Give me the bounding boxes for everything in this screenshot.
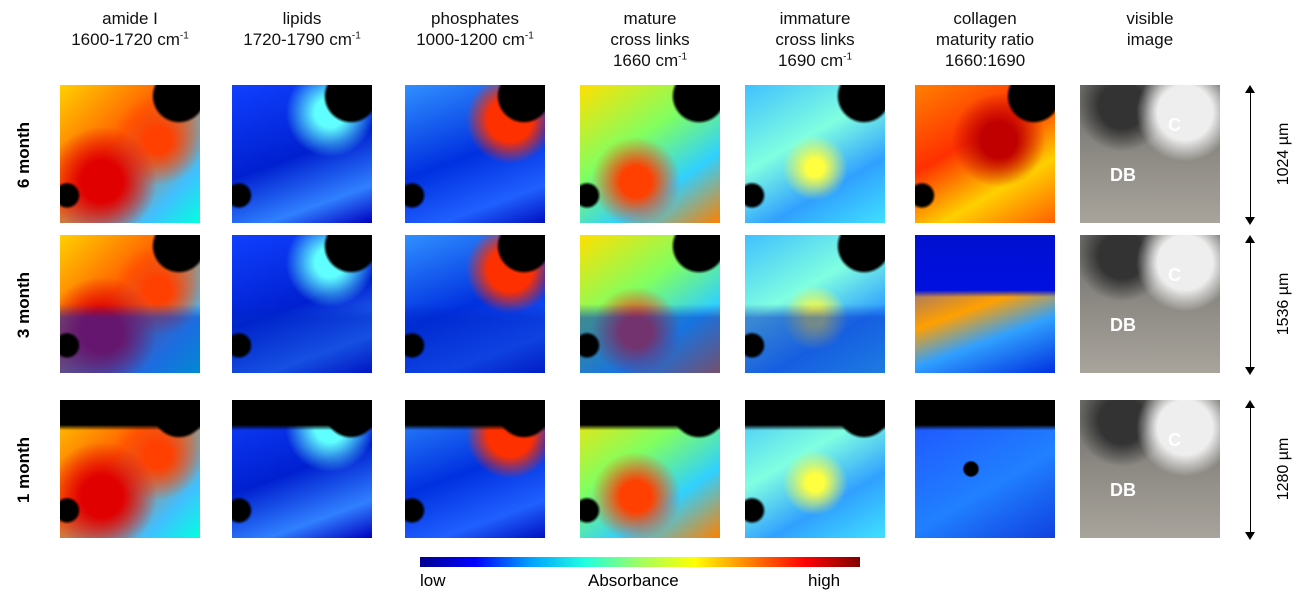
region-label: DB <box>1110 165 1136 186</box>
absorbance-map <box>60 235 200 373</box>
header-text: image <box>1127 30 1173 49</box>
region-label: DB <box>1110 480 1136 501</box>
arrow-head <box>1245 532 1255 540</box>
absorbance-map <box>232 400 372 538</box>
header-line: phosphates <box>390 8 560 29</box>
column-header: collagen maturity ratio 1660:1690 <box>900 8 1070 71</box>
row-label: 3 month <box>14 255 34 355</box>
header-text: 1690 cm <box>778 51 843 70</box>
column-header: visible image <box>1065 8 1235 50</box>
absorbance-map <box>915 85 1055 223</box>
header-line: maturity ratio <box>900 29 1070 50</box>
absorbance-map <box>580 235 720 373</box>
row-label: 6 month <box>14 105 34 205</box>
scale-label: 1536 µm <box>1275 254 1293 354</box>
header-line: image <box>1065 29 1235 50</box>
region-label: C <box>1168 115 1181 136</box>
header-superscript: -1 <box>843 51 852 62</box>
header-line: mature <box>565 8 735 29</box>
scale-arrow <box>1250 237 1251 373</box>
absorbance-map <box>745 85 885 223</box>
scale-label: 1280 µm <box>1275 419 1293 519</box>
row-label: 1 month <box>14 420 34 520</box>
header-superscript: -1 <box>180 30 189 41</box>
header-text: 1660 cm <box>613 51 678 70</box>
header-line: visible <box>1065 8 1235 29</box>
colorbar <box>420 557 860 567</box>
header-line: cross links <box>565 29 735 50</box>
header-superscript: -1 <box>352 30 361 41</box>
header-text: 1000-1200 cm <box>416 30 525 49</box>
region-label: DB <box>1110 315 1136 336</box>
header-text: collagen <box>953 9 1016 28</box>
scale-label: 1024 µm <box>1275 104 1293 204</box>
header-text: maturity ratio <box>936 30 1034 49</box>
header-text: 1660:1690 <box>945 51 1025 70</box>
header-text: 1600-1720 cm <box>71 30 180 49</box>
visible-image: C DB <box>1080 235 1220 373</box>
header-line: 1660 cm-1 <box>565 50 735 71</box>
header-line: 1660:1690 <box>900 50 1070 71</box>
header-text: cross links <box>775 30 854 49</box>
absorbance-map <box>745 235 885 373</box>
header-text: 1720-1790 cm <box>243 30 352 49</box>
header-text: cross links <box>610 30 689 49</box>
region-label: C <box>1168 430 1181 451</box>
arrow-head <box>1245 367 1255 375</box>
header-line: collagen <box>900 8 1070 29</box>
visible-image: C DB <box>1080 85 1220 223</box>
scale-arrow <box>1250 87 1251 223</box>
header-text: mature <box>624 9 677 28</box>
header-text: phosphates <box>431 9 519 28</box>
visible-image: C DB <box>1080 400 1220 538</box>
header-superscript: -1 <box>525 30 534 41</box>
absorbance-map <box>60 400 200 538</box>
header-line: 1600-1720 cm-1 <box>45 29 215 50</box>
arrow-head <box>1245 85 1255 93</box>
absorbance-map <box>232 235 372 373</box>
figure: amide I1600-1720 cm-1lipids1720-1790 cm-… <box>0 0 1298 593</box>
absorbance-map <box>580 400 720 538</box>
absorbance-map <box>405 235 545 373</box>
header-superscript: -1 <box>678 51 687 62</box>
header-text: immature <box>780 9 851 28</box>
scale-arrow <box>1250 402 1251 538</box>
colorbar-high: high <box>808 571 840 591</box>
header-line: 1720-1790 cm-1 <box>217 29 387 50</box>
colorbar-low: low <box>420 571 446 591</box>
arrow-head <box>1245 400 1255 408</box>
absorbance-map <box>60 85 200 223</box>
arrow-head <box>1245 235 1255 243</box>
absorbance-map <box>232 85 372 223</box>
header-line: 1690 cm-1 <box>730 50 900 71</box>
absorbance-map <box>915 400 1055 538</box>
header-line: lipids <box>217 8 387 29</box>
header-line: 1000-1200 cm-1 <box>390 29 560 50</box>
header-text: amide I <box>102 9 158 28</box>
colorbar-title: Absorbance <box>588 571 679 591</box>
absorbance-map <box>915 235 1055 373</box>
header-text: visible <box>1126 9 1173 28</box>
header-text: lipids <box>283 9 322 28</box>
arrow-head <box>1245 217 1255 225</box>
region-label: C <box>1168 265 1181 286</box>
absorbance-map <box>405 85 545 223</box>
header-line: amide I <box>45 8 215 29</box>
header-line: cross links <box>730 29 900 50</box>
header-line: immature <box>730 8 900 29</box>
absorbance-map <box>745 400 885 538</box>
absorbance-map <box>405 400 545 538</box>
absorbance-map <box>580 85 720 223</box>
